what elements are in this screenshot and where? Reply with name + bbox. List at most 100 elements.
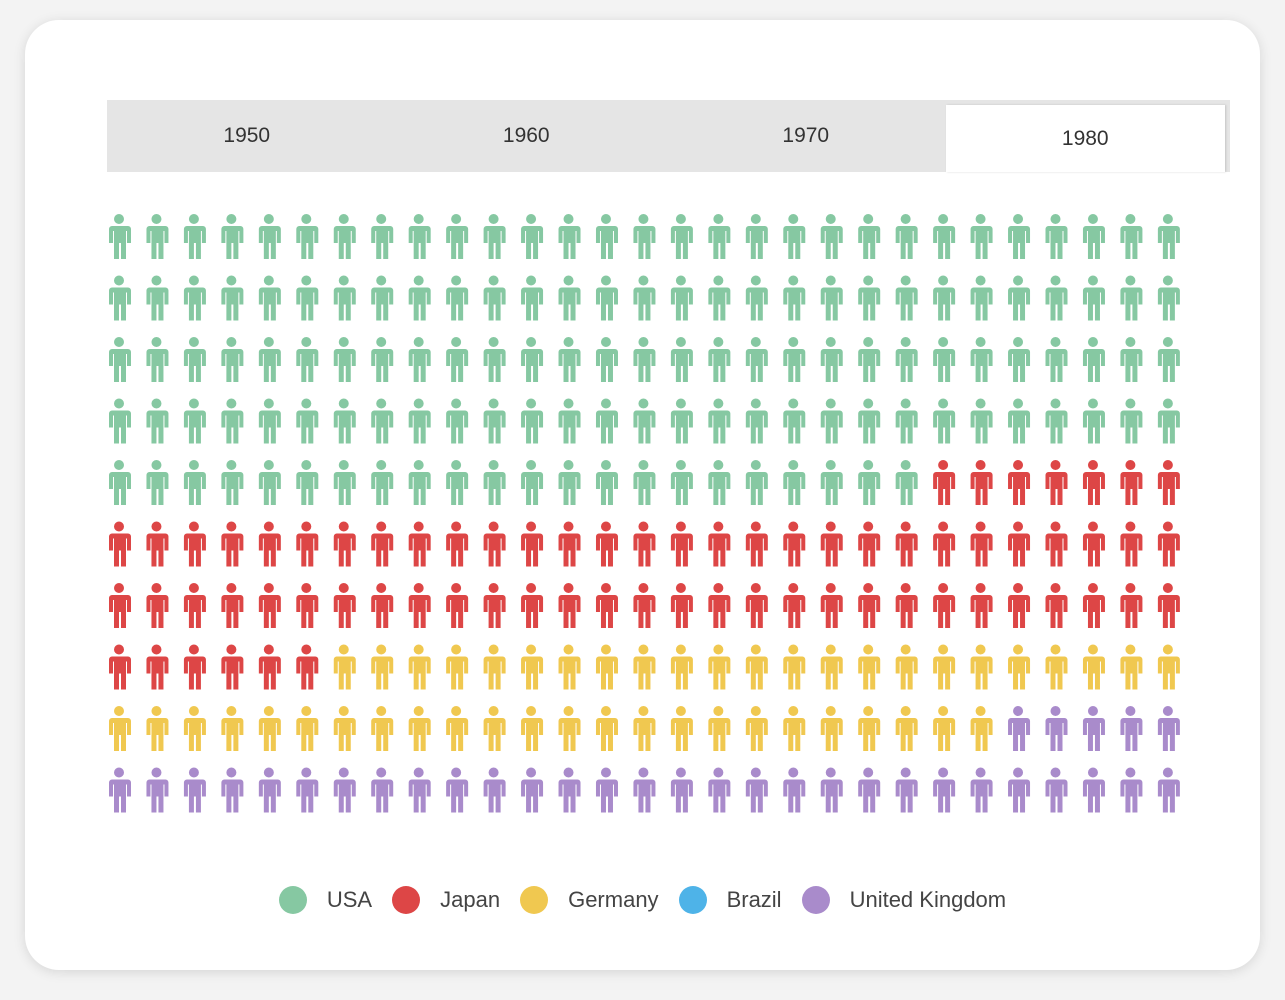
- legend-label: Brazil: [726, 887, 782, 912]
- person-icon-japan: [708, 583, 731, 628]
- person-icon-germany: [183, 706, 206, 751]
- person-icon-usa: [820, 337, 843, 382]
- person-icon-united-kingdom: [820, 767, 843, 813]
- person-icon-japan: [296, 644, 319, 690]
- person-icon-usa: [446, 275, 469, 321]
- person-icon-japan: [1082, 460, 1105, 505]
- person-icon-usa: [783, 398, 806, 444]
- legend-item-united-kingdom[interactable]: United Kingdom: [801, 886, 1007, 914]
- person-icon-japan: [371, 521, 394, 567]
- person-icon-usa: [595, 337, 618, 382]
- person-icon-japan: [783, 583, 806, 628]
- person-icon-usa: [446, 460, 469, 505]
- person-icon-usa: [521, 337, 544, 382]
- person-icon-japan: [633, 521, 656, 567]
- person-icon-usa: [1082, 337, 1105, 382]
- person-icon-usa: [258, 460, 281, 505]
- person-icon-usa: [670, 337, 693, 382]
- person-icon-usa: [333, 275, 356, 321]
- person-icon-japan: [633, 583, 656, 628]
- person-icon-usa: [296, 398, 319, 444]
- person-icon-united-kingdom: [258, 767, 281, 813]
- person-icon-usa: [483, 275, 506, 321]
- person-icon-usa: [783, 275, 806, 321]
- person-icon-usa: [1120, 214, 1143, 259]
- person-icon-usa: [109, 337, 131, 382]
- legend-label: United Kingdom: [849, 887, 1007, 912]
- person-icon-germany: [221, 706, 244, 751]
- person-icon-usa: [296, 214, 319, 259]
- legend-item-usa[interactable]: USA: [278, 886, 372, 914]
- tab-1980[interactable]: 1980: [945, 105, 1225, 172]
- tab-1950[interactable]: 1950: [223, 124, 271, 147]
- person-icon-usa: [895, 337, 918, 382]
- person-icon-germany: [1120, 644, 1143, 690]
- person-icon-usa: [1082, 398, 1105, 444]
- person-icon-japan: [933, 521, 956, 567]
- person-icon-japan: [483, 583, 506, 628]
- person-icon-japan: [895, 521, 918, 567]
- person-icon-germany: [521, 706, 544, 751]
- person-icon-germany: [371, 706, 394, 751]
- person-icon-germany: [708, 706, 731, 751]
- tab-1960[interactable]: 1960: [502, 124, 550, 147]
- person-icon-united-kingdom: [858, 767, 881, 813]
- person-icon-japan: [333, 583, 356, 628]
- person-icon-usa: [708, 275, 731, 321]
- person-icon-united-kingdom: [221, 767, 244, 813]
- person-icon-usa: [558, 214, 581, 259]
- person-icon-usa: [858, 214, 881, 259]
- person-icon-usa: [858, 398, 881, 444]
- person-icon-usa: [446, 214, 469, 259]
- person-icon-united-kingdom: [109, 767, 131, 813]
- person-icon-germany: [446, 706, 469, 751]
- person-icon-japan: [558, 521, 581, 567]
- legend: USA Japan Germany Brazil United Kingdom: [0, 886, 1285, 914]
- person-icon-germany: [858, 644, 881, 690]
- person-icon-usa: [109, 398, 131, 444]
- person-icon-usa: [183, 398, 206, 444]
- legend-label: Germany: [568, 887, 659, 912]
- person-icon-usa: [970, 337, 993, 382]
- person-icon-japan: [446, 521, 469, 567]
- person-icon-usa: [1157, 214, 1180, 259]
- person-icon-usa: [745, 337, 768, 382]
- person-icon-usa: [296, 460, 319, 505]
- person-icon-japan: [109, 583, 131, 628]
- person-icon-japan: [146, 521, 169, 567]
- person-icon-usa: [745, 214, 768, 259]
- person-icon-usa: [970, 275, 993, 321]
- person-icon-usa: [633, 398, 656, 444]
- person-icon-usa: [521, 214, 544, 259]
- person-icon-usa: [970, 214, 993, 259]
- pictogram-grid: [109, 214, 1180, 813]
- person-icon-japan: [521, 521, 544, 567]
- person-icon-germany: [1082, 644, 1105, 690]
- person-icon-usa: [333, 337, 356, 382]
- person-icon-usa: [371, 460, 394, 505]
- person-icon-usa: [820, 398, 843, 444]
- person-icon-japan: [221, 521, 244, 567]
- person-icon-germany: [558, 706, 581, 751]
- person-icon-usa: [258, 398, 281, 444]
- person-icon-japan: [408, 583, 431, 628]
- person-icon-germany: [595, 706, 618, 751]
- legend-item-brazil[interactable]: Brazil: [678, 886, 782, 914]
- person-icon-usa: [745, 275, 768, 321]
- legend-item-japan[interactable]: Japan: [392, 886, 500, 914]
- person-icon-germany: [1045, 644, 1068, 690]
- legend-item-germany[interactable]: Germany: [520, 886, 659, 914]
- person-icon-germany: [296, 706, 319, 751]
- person-icon-usa: [820, 460, 843, 505]
- person-icon-japan: [296, 521, 319, 567]
- person-icon-usa: [1008, 214, 1031, 259]
- person-icon-usa: [408, 214, 431, 259]
- person-icon-usa: [408, 275, 431, 321]
- tab-1970[interactable]: 1970: [782, 124, 830, 147]
- person-icon-usa: [371, 275, 394, 321]
- person-icon-germany: [483, 644, 506, 690]
- person-icon-germany: [670, 644, 693, 690]
- person-icon-japan: [670, 521, 693, 567]
- year-tabs: 1950 1960 1970 1980: [107, 100, 1230, 172]
- person-icon-usa: [371, 337, 394, 382]
